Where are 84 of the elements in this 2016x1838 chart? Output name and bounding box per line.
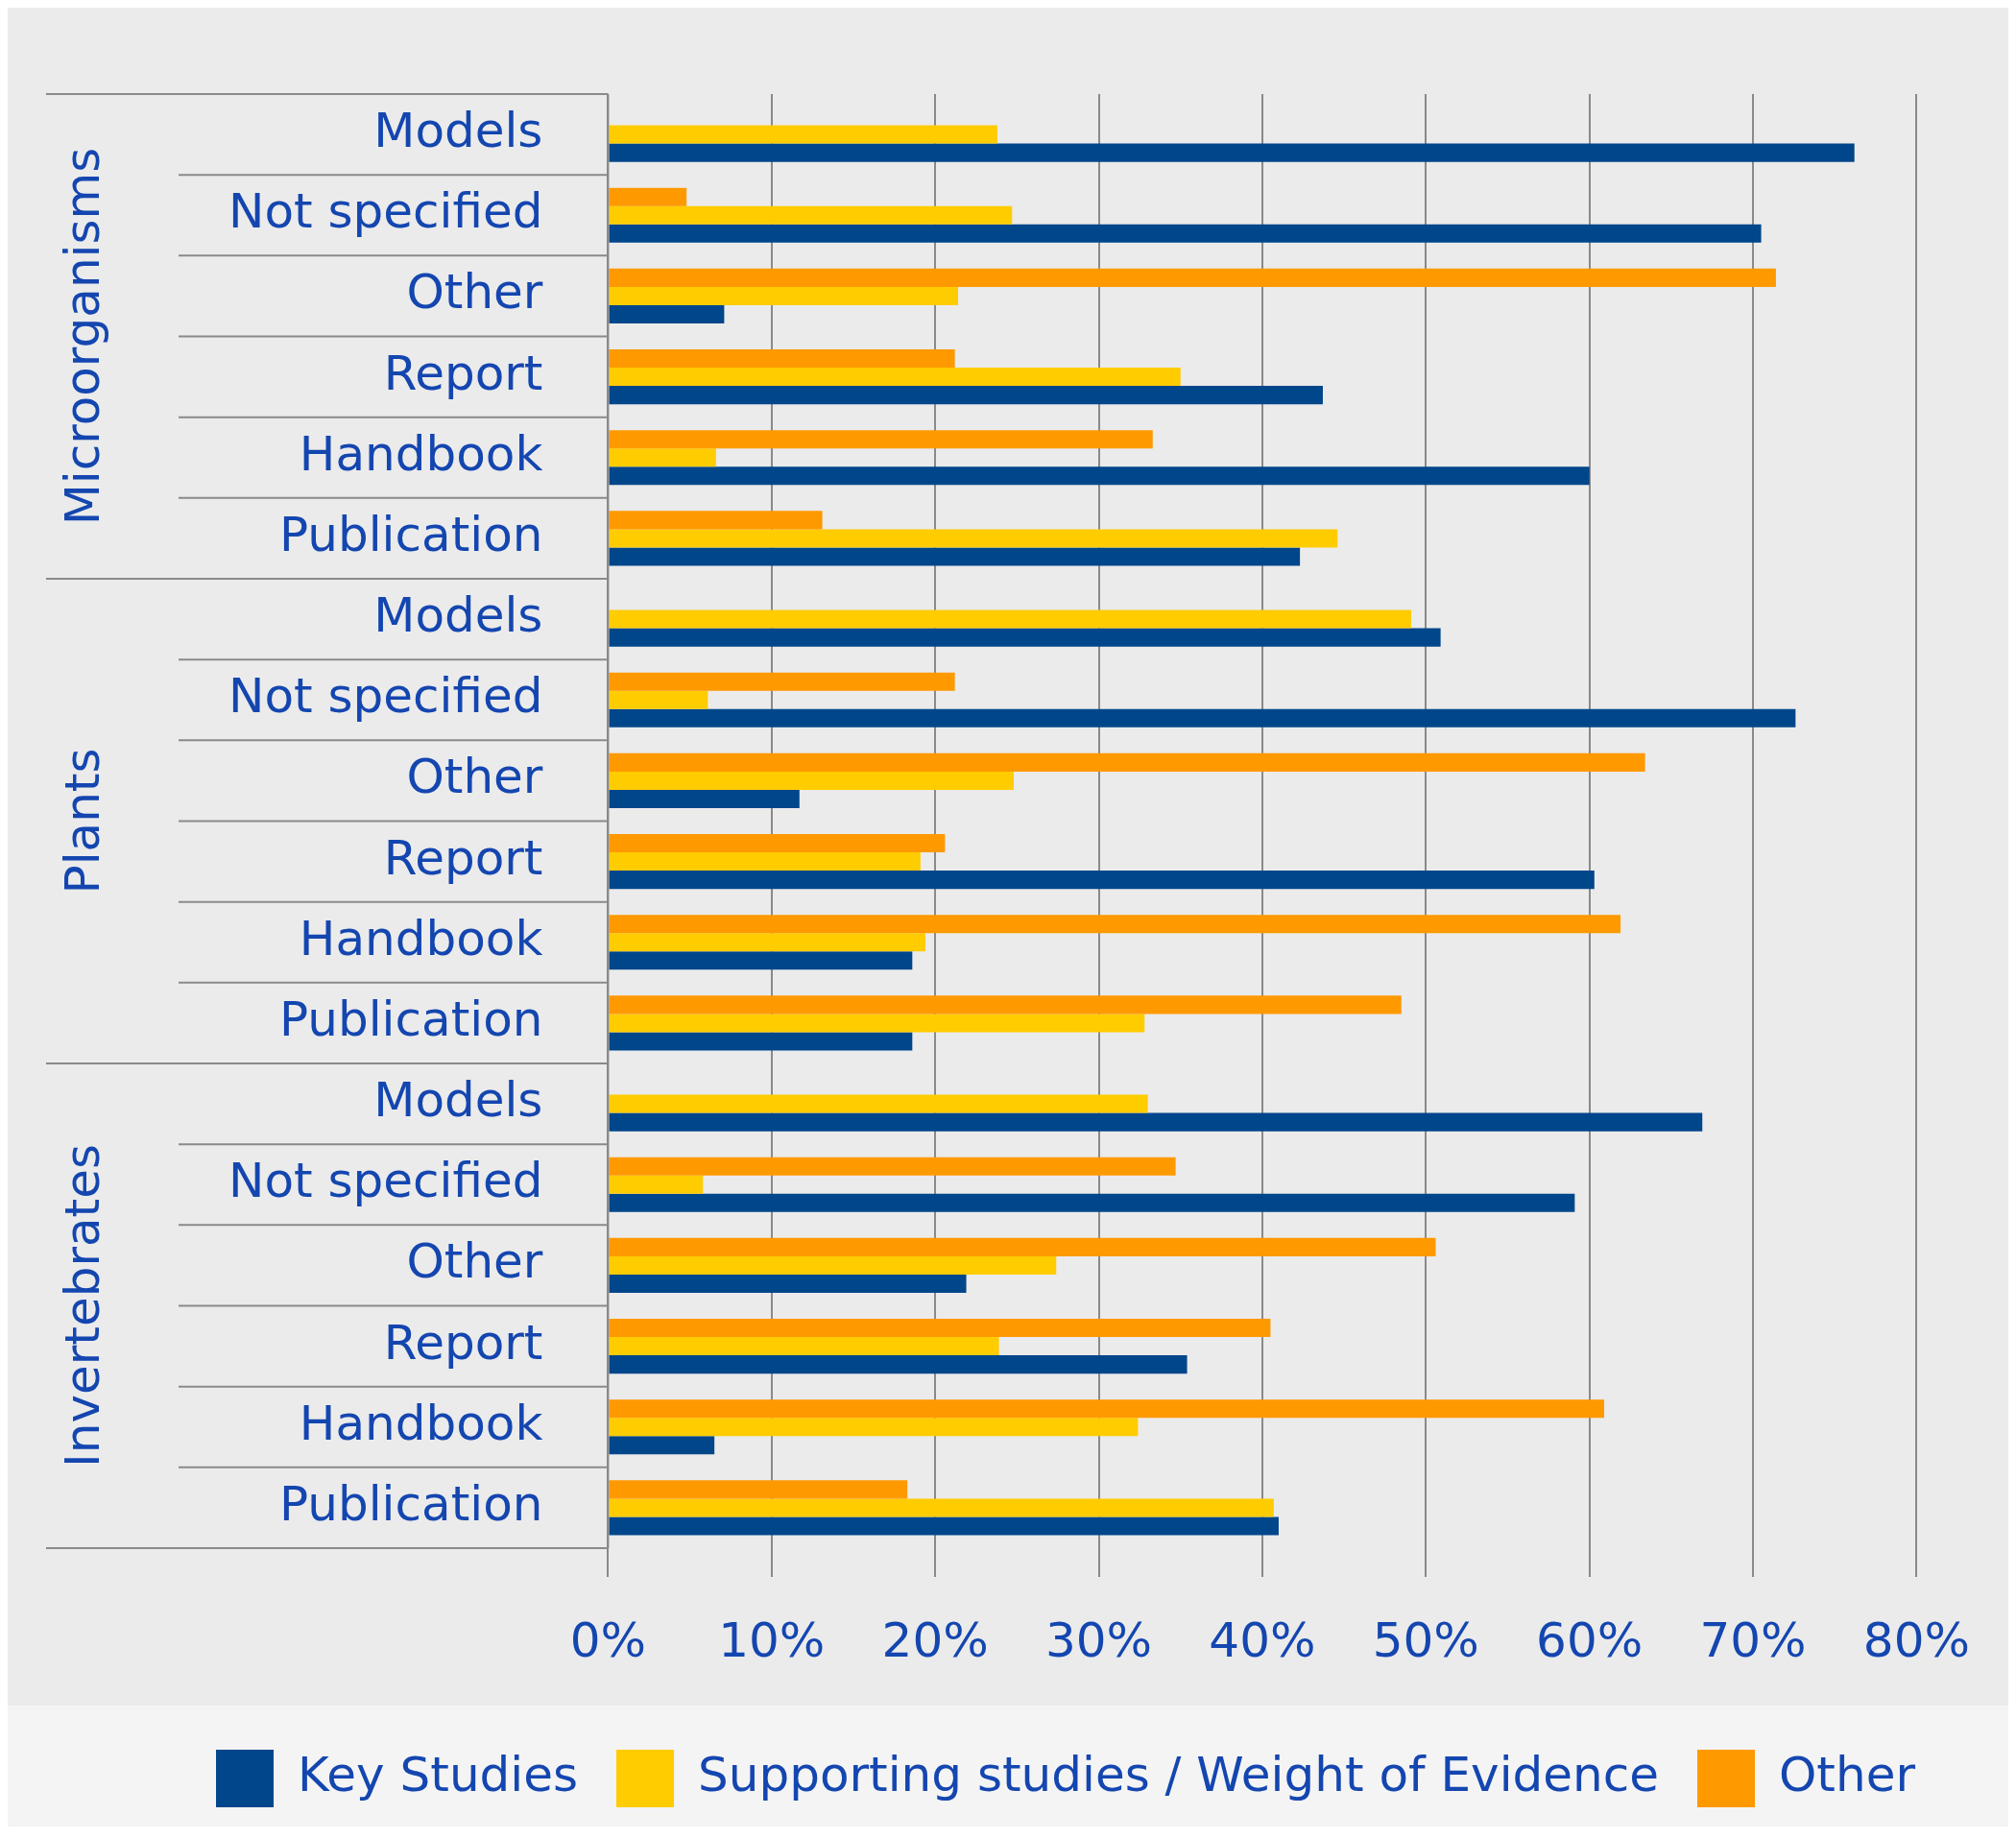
bar	[609, 771, 1014, 790]
bar	[609, 933, 925, 952]
bar	[609, 205, 1013, 225]
bar	[609, 1112, 1703, 1132]
y-tick-label: Report	[383, 1314, 543, 1371]
bar	[609, 448, 716, 467]
bar	[609, 789, 800, 809]
legend-label: Supporting studies / Weight of Evidence	[698, 1746, 1660, 1802]
y-tick-label: Models	[373, 1072, 543, 1129]
y-tick-label: Handbook	[299, 425, 543, 482]
text: Microorganisms	[54, 147, 110, 526]
bar	[609, 286, 959, 305]
bar	[609, 187, 687, 206]
bar	[609, 1516, 1279, 1536]
x-tick-label: 10%	[718, 1611, 826, 1668]
x-tick-label: 80%	[1862, 1611, 1970, 1668]
bar	[609, 1255, 1057, 1275]
y-tick-label: Not specified	[228, 183, 543, 240]
bar	[609, 125, 997, 144]
bar	[609, 1498, 1274, 1517]
bar	[609, 1193, 1575, 1212]
bar	[609, 708, 1796, 728]
legend-label: Other	[1779, 1746, 1916, 1802]
bar	[609, 304, 725, 324]
bar	[609, 466, 1590, 486]
bar	[609, 915, 1621, 934]
y-tick-label: Publication	[279, 506, 543, 562]
x-tick-label: 20%	[881, 1611, 989, 1668]
bar	[609, 529, 1338, 548]
bar	[609, 852, 921, 871]
y-tick-label: Publication	[279, 1475, 543, 1532]
bar	[609, 1014, 1145, 1033]
bar	[609, 833, 946, 853]
bar	[609, 628, 1441, 647]
bar	[609, 951, 913, 970]
bar	[609, 1094, 1148, 1113]
bar	[609, 752, 1645, 772]
bar	[609, 609, 1411, 629]
bar	[609, 1318, 1271, 1338]
y-tick-label: Models	[373, 587, 543, 644]
x-tick-label: 40%	[1209, 1611, 1316, 1668]
x-tick-label: 70%	[1699, 1611, 1807, 1668]
bar	[609, 224, 1762, 243]
bar	[609, 348, 955, 369]
bar	[609, 1480, 908, 1499]
y-tick-label: Other	[406, 1233, 543, 1290]
x-tick-label: 0%	[569, 1611, 647, 1668]
bar	[609, 690, 708, 709]
bar	[609, 1157, 1176, 1176]
y-tick-label: Handbook	[299, 1395, 543, 1451]
bar	[609, 1337, 999, 1356]
y-tick-label: Handbook	[299, 910, 543, 967]
bar	[609, 672, 955, 691]
bar	[609, 143, 1855, 162]
legend-label: Key Studies	[298, 1746, 579, 1802]
bar	[609, 268, 1776, 287]
y-tick-label: Other	[406, 264, 543, 321]
y-tick-label: Not specified	[228, 1153, 543, 1209]
bar	[609, 1274, 967, 1294]
bar	[609, 368, 1181, 387]
bar	[609, 1237, 1436, 1256]
bar	[609, 1175, 704, 1194]
x-tick-label: 60%	[1536, 1611, 1644, 1668]
y-tick-label: Not specified	[228, 668, 543, 725]
y-tick-label: Other	[406, 749, 543, 805]
bar	[609, 547, 1301, 566]
text: Plants	[54, 748, 110, 895]
bar	[609, 1436, 715, 1455]
bar	[609, 1418, 1139, 1437]
x-tick-label: 50%	[1372, 1611, 1479, 1668]
bar	[609, 871, 1595, 890]
bar	[609, 386, 1323, 405]
y-tick-label: Publication	[279, 991, 543, 1047]
x-tick-label: 30%	[1044, 1611, 1153, 1668]
text: Invertebrates	[54, 1143, 110, 1468]
y-tick-label: Models	[373, 103, 543, 159]
y-tick-label: Report	[383, 345, 543, 401]
bar	[609, 430, 1153, 449]
bar	[609, 1032, 913, 1051]
bar	[609, 1399, 1605, 1419]
bar	[609, 995, 1402, 1014]
bar	[609, 511, 823, 530]
y-tick-label: Report	[383, 829, 543, 886]
bar	[609, 1355, 1188, 1374]
